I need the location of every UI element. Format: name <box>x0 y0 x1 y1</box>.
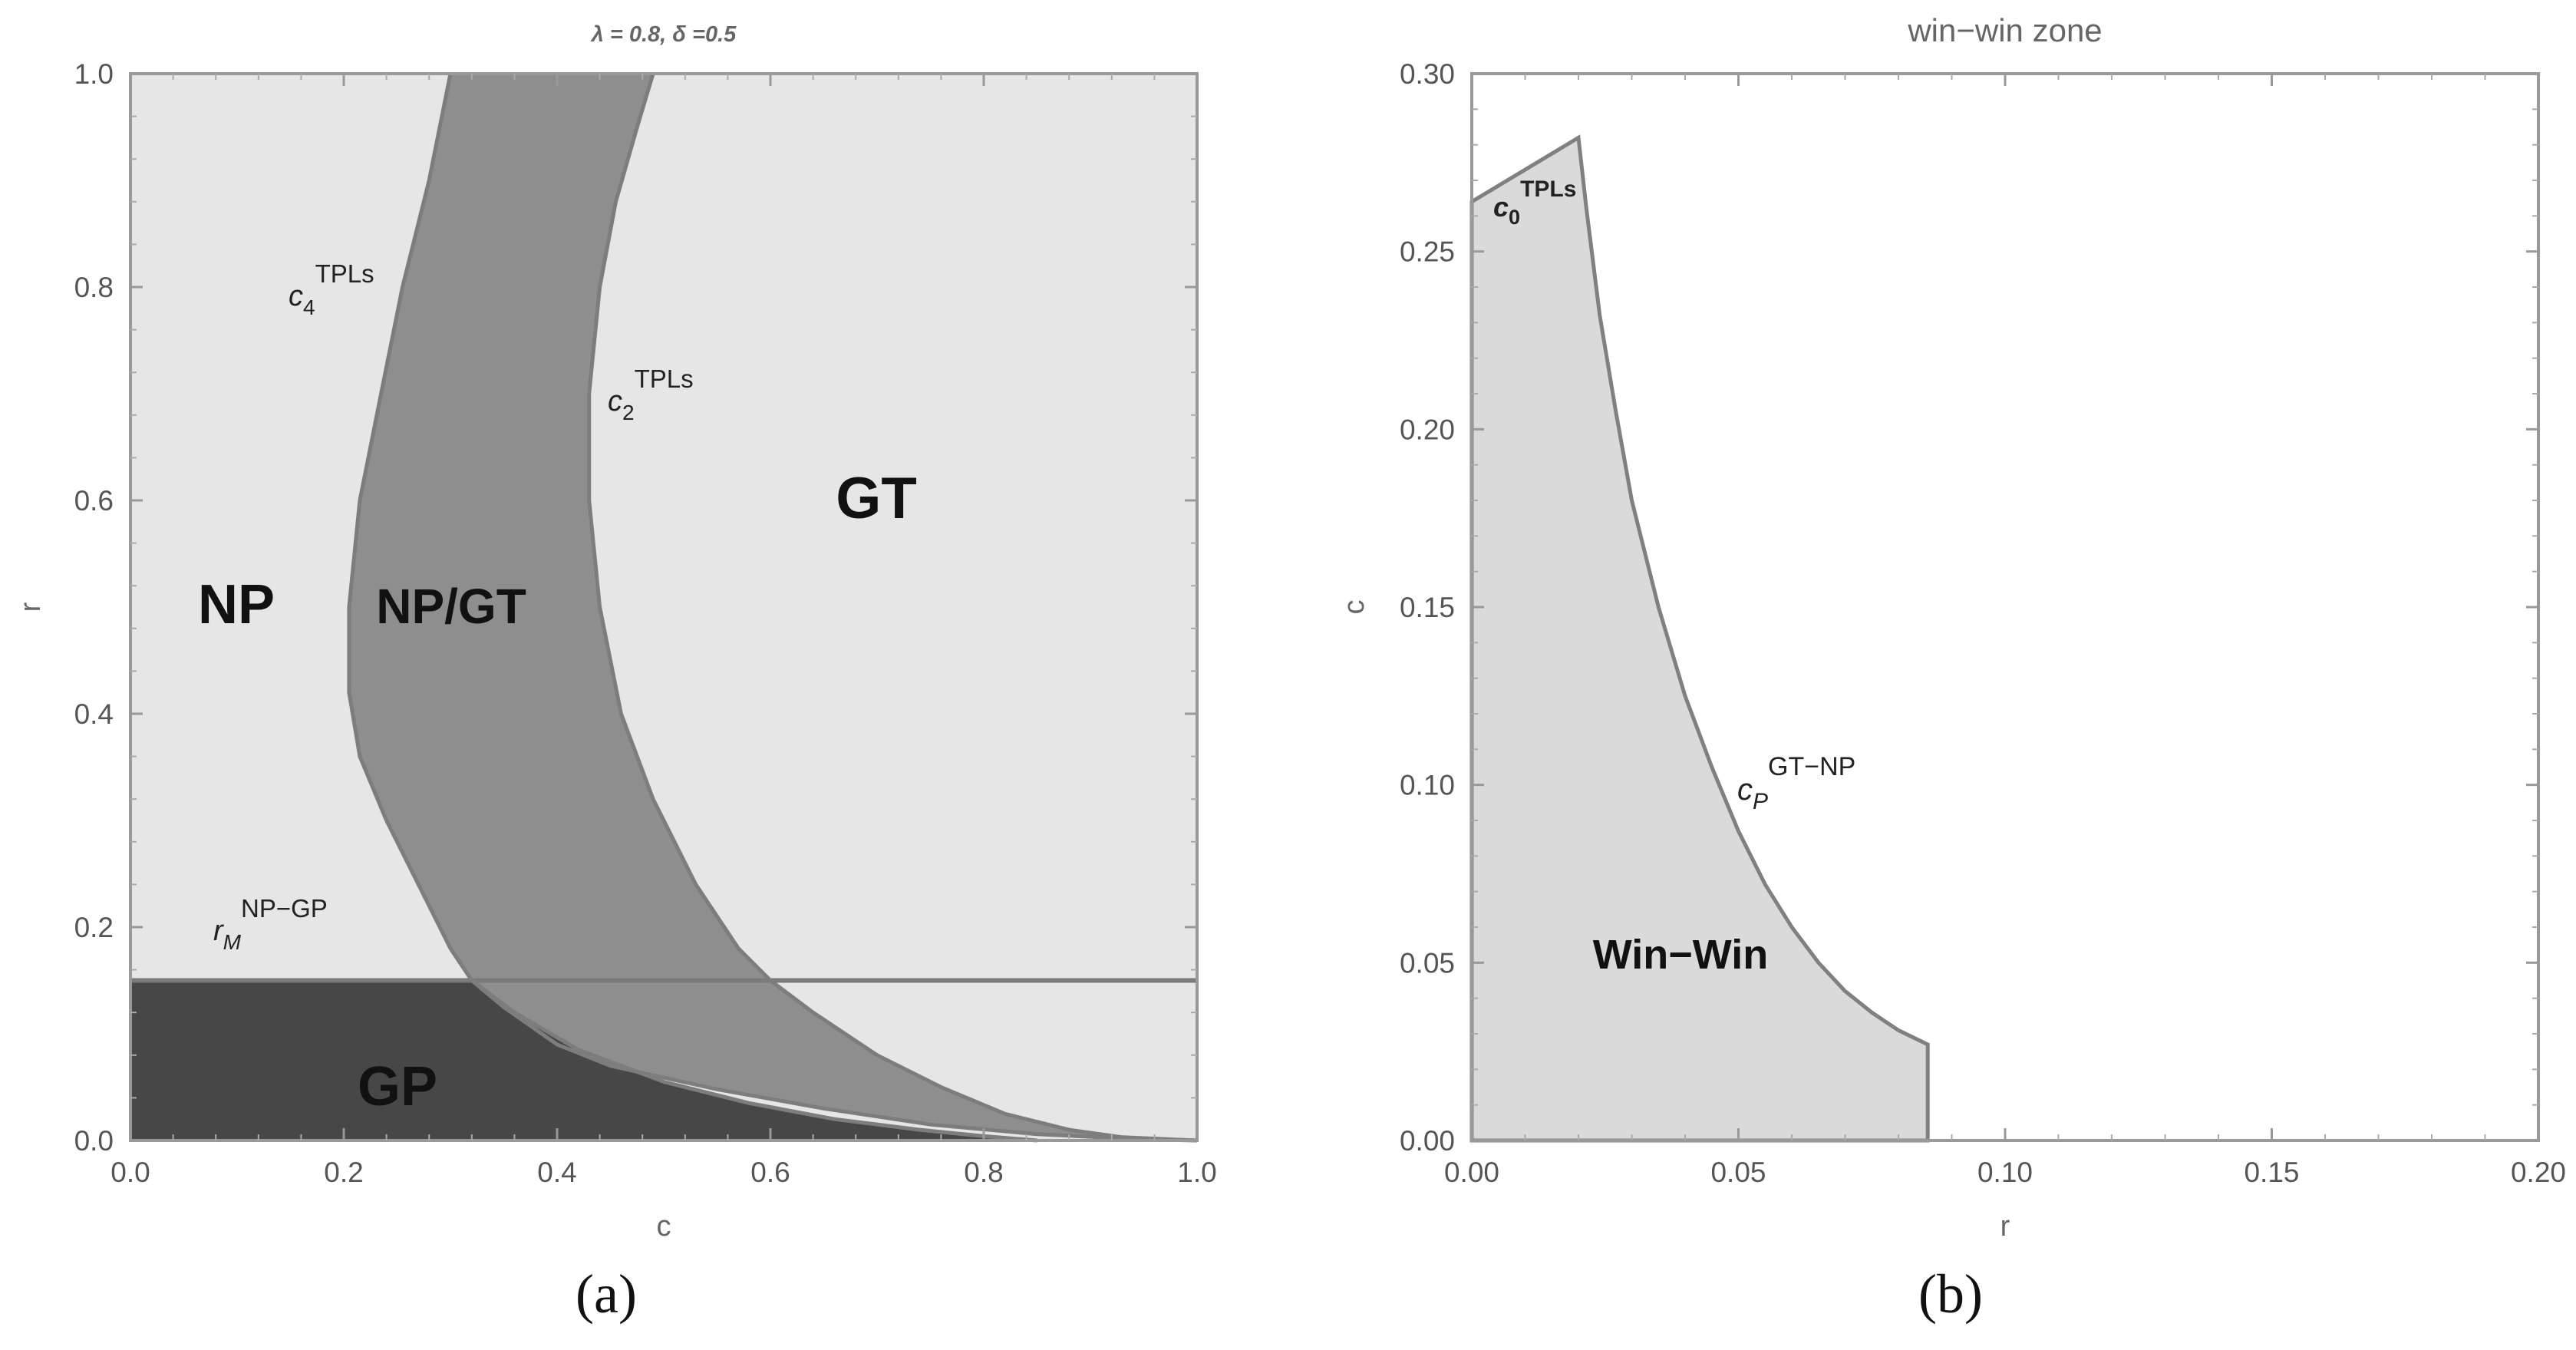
region-np-gt <box>348 74 1197 1140</box>
curve-label-c0-sub: 0 <box>1509 206 1520 229</box>
curve-label-cp-sub: P <box>1753 789 1768 814</box>
x-tick-label: 1.0 <box>1177 1157 1216 1188</box>
y-tick-label: 0.0 <box>74 1125 114 1157</box>
chart-b-ticks: 0.00 0.05 0.10 0.15 0.20 0.00 0.05 0.10 0.15 0.20… <box>1400 58 2566 1188</box>
curve-label-c4-sup: TPLs <box>315 259 374 288</box>
curve-label-c2-sub: 2 <box>622 401 635 424</box>
y-tick-label: 0.00 <box>1400 1125 1455 1157</box>
chart-b-title: win−win zone <box>1907 12 2102 48</box>
curve-c4-tpls <box>347 73 1198 1143</box>
region-win-win <box>1469 134 1930 1143</box>
chart-a-xlabel: c <box>657 1210 671 1243</box>
y-tick-label: 0.05 <box>1400 947 1455 979</box>
chart-a: 0.0 0.2 0.4 0.6 0.8 1.0 0.0 0.2 0.4 0.6 0.8 1.0 λ =… <box>15 22 1217 1325</box>
chart-a-frame <box>129 72 1199 1142</box>
x-tick-label: 0.05 <box>1710 1157 1766 1188</box>
x-tick-label: 0.6 <box>750 1157 790 1188</box>
curve-c2-tpls <box>587 73 1198 1143</box>
x-tick-label: 0.0 <box>110 1157 150 1188</box>
region-label-win-win: Win−Win <box>1593 932 1769 978</box>
y-tick-label: 0.2 <box>74 912 114 943</box>
y-tick-label: 0.25 <box>1400 236 1455 268</box>
curve-label-rm-sup: NP−GP <box>241 894 328 923</box>
chart-b: 0.00 0.05 0.10 0.15 0.20 0.00 0.05 0.10 0.15 0.20… <box>1338 12 2566 1325</box>
x-tick-label: 0.4 <box>537 1157 576 1188</box>
y-tick-label: 0.4 <box>74 698 114 730</box>
curve-label-cp: cPGT−NP <box>1737 752 1855 814</box>
panel-label-b: (b) <box>1918 1263 1983 1325</box>
curve-label-c2: c2TPLs <box>608 365 694 424</box>
curve-label-c4-base: c <box>289 280 303 312</box>
curve-label-c2-sup: TPLs <box>635 365 694 393</box>
y-tick-label: 0.20 <box>1400 414 1455 445</box>
x-tick-label: 0.15 <box>2244 1157 2299 1188</box>
curve-label-c0-base: c <box>1493 191 1509 223</box>
x-tick-label: 0.00 <box>1444 1157 1499 1188</box>
y-tick-label: 0.10 <box>1400 770 1455 801</box>
curve-label-c2-base: c <box>608 385 622 418</box>
curve-label-rm-sub: M <box>223 930 242 954</box>
x-tick-label: 0.10 <box>1977 1157 2033 1188</box>
curve-gp-boundary <box>470 979 1037 1143</box>
panel-label-a: (a) <box>576 1263 637 1325</box>
region-gp <box>130 980 1037 1140</box>
x-tick-label: 0.20 <box>2511 1157 2566 1188</box>
chart-b-xlabel: r <box>2000 1210 2010 1243</box>
curve-label-cp-base: c <box>1737 773 1753 807</box>
curve-label-c4-sub: 4 <box>303 295 315 319</box>
region-label-np: NP <box>198 574 275 635</box>
chart-b-ylabel: c <box>1338 600 1370 615</box>
curve-label-rm: rM NP−GP <box>213 894 328 954</box>
curve-label-c0-sup: TPLs <box>1520 177 1576 202</box>
y-tick-label: 0.15 <box>1400 592 1455 623</box>
y-tick-label: 0.6 <box>74 485 114 517</box>
region-label-gt: GT <box>836 466 917 531</box>
chart-a-ylabel: r <box>15 602 47 612</box>
chart-a-ticks: 0.0 0.2 0.4 0.6 0.8 1.0 0.0 0.2 0.4 0.6 0.8 1.0 <box>74 58 1217 1188</box>
x-tick-label: 0.8 <box>964 1157 1003 1188</box>
curve-label-cp-sup: GT−NP <box>1768 752 1855 781</box>
region-label-np-gt: NP/GT <box>376 579 526 634</box>
y-tick-label: 1.0 <box>74 58 114 90</box>
curve-label-c0: c0TPLs <box>1493 177 1576 229</box>
y-tick-label: 0.30 <box>1400 58 1455 90</box>
chart-a-title: λ = 0.8, δ =0.5 <box>590 22 737 47</box>
x-tick-label: 0.2 <box>324 1157 363 1188</box>
region-label-gp: GP <box>358 1056 437 1117</box>
y-tick-label: 0.8 <box>74 272 114 303</box>
curve-label-c4: c4TPLs <box>289 259 374 319</box>
curve-label-rm-base: r <box>213 915 224 947</box>
